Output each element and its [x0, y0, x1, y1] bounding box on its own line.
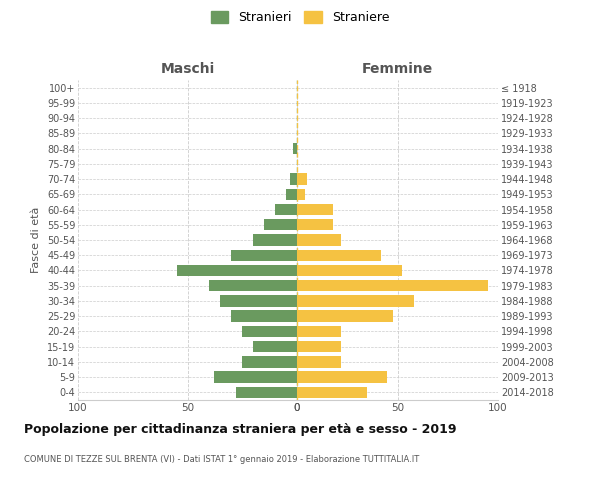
- Bar: [297, 234, 341, 246]
- Title: Maschi: Maschi: [160, 62, 215, 76]
- Bar: [297, 341, 341, 352]
- Bar: [242, 326, 297, 337]
- Bar: [293, 143, 297, 154]
- Bar: [297, 356, 341, 368]
- Bar: [297, 372, 388, 383]
- Bar: [297, 219, 333, 230]
- Text: COMUNE DI TEZZE SUL BRENTA (VI) - Dati ISTAT 1° gennaio 2019 - Elaborazione TUTT: COMUNE DI TEZZE SUL BRENTA (VI) - Dati I…: [24, 455, 419, 464]
- Bar: [275, 204, 297, 215]
- Bar: [297, 310, 394, 322]
- Title: Femmine: Femmine: [362, 62, 433, 76]
- Bar: [297, 188, 305, 200]
- Legend: Stranieri, Straniere: Stranieri, Straniere: [208, 8, 392, 26]
- Text: Popolazione per cittadinanza straniera per età e sesso - 2019: Popolazione per cittadinanza straniera p…: [24, 422, 457, 436]
- Bar: [232, 310, 297, 322]
- Bar: [297, 265, 401, 276]
- Bar: [290, 174, 297, 185]
- Bar: [297, 280, 488, 291]
- Bar: [209, 280, 297, 291]
- Bar: [253, 341, 297, 352]
- Bar: [286, 188, 297, 200]
- Bar: [297, 326, 341, 337]
- Bar: [297, 174, 307, 185]
- Bar: [220, 295, 297, 306]
- Y-axis label: Fasce di età: Fasce di età: [31, 207, 41, 273]
- Bar: [297, 295, 413, 306]
- Bar: [176, 265, 297, 276]
- Bar: [297, 250, 382, 261]
- Bar: [253, 234, 297, 246]
- Bar: [236, 386, 297, 398]
- Bar: [264, 219, 297, 230]
- Bar: [242, 356, 297, 368]
- Bar: [297, 204, 333, 215]
- Bar: [214, 372, 297, 383]
- Bar: [297, 386, 367, 398]
- Bar: [232, 250, 297, 261]
